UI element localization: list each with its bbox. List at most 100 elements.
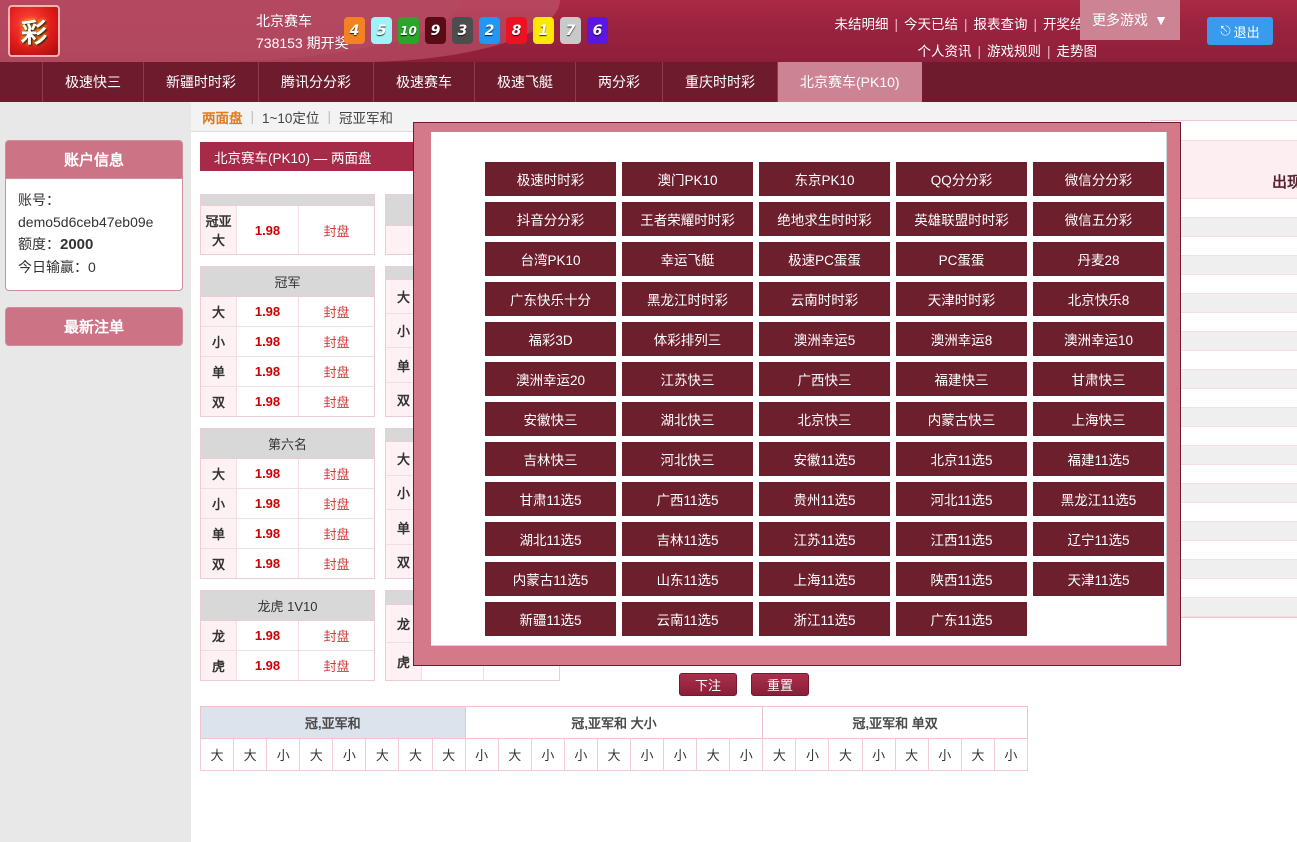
game-item-安徽11选5[interactable]: 安徽11选5 (759, 442, 890, 476)
game-item-英雄联盟时时彩[interactable]: 英雄联盟时时彩 (896, 202, 1027, 236)
more-games-modal[interactable]: 极速时时彩 澳门PK10 东京PK10 QQ分分彩 微信分分彩抖音分分彩 王者荣耀时时彩绝… (413, 122, 1181, 666)
game-item-云南11选5[interactable]: 云南11选5 (622, 602, 753, 636)
game-item-江苏11选5[interactable]: 江苏11选5 (759, 522, 890, 556)
game-item-东京PK10[interactable]: 东京PK10 (759, 162, 890, 196)
game-item-河北快三[interactable]: 河北快三 (622, 442, 753, 476)
game-item-吉林快三[interactable]: 吉林快三 (485, 442, 616, 476)
game-item-天津11选5[interactable]: 天津11选5 (1033, 562, 1164, 596)
nav-tab-北京赛车(PK10)[interactable]: 北京赛车(PK10) (778, 62, 922, 102)
game-item-北京快乐8[interactable]: 北京快乐8 (1033, 282, 1164, 316)
header-top-link-2[interactable]: 今天已结 (903, 17, 958, 32)
game-item-湖北11选5[interactable]: 湖北11选5 (485, 522, 616, 556)
game-item-福建快三[interactable]: 福建快三 (896, 362, 1027, 396)
more-games-button[interactable]: 更多游戏 ▼ (1080, 0, 1180, 40)
game-item-微信五分彩[interactable]: 微信五分彩 (1033, 202, 1164, 236)
game-item-PC蛋蛋[interactable]: PC蛋蛋 (896, 242, 1027, 276)
game-item-山东11选5[interactable]: 山东11选5 (622, 562, 753, 596)
reset-button[interactable]: 重置 (751, 673, 809, 696)
game-item-云南时时彩[interactable]: 云南时时彩 (759, 282, 890, 316)
header-links-row-1: 未结明细 | 今天已结 | 报表查询 | 开奖结果 (834, 11, 1097, 38)
bet-row[interactable]: 小 1.98 封盘 (201, 327, 374, 357)
game-item-黑龙江时时彩[interactable]: 黑龙江时时彩 (622, 282, 753, 316)
latest-orders-button[interactable]: 最新注单 (5, 307, 183, 346)
bet-row[interactable]: 双 1.98 封盘 (201, 387, 374, 416)
trend-table: 冠,亚军和 冠,亚军和 大小 冠,亚军和 单双 大大小大小大大大小大小小大小小大小大… (199, 706, 1029, 771)
game-item-陕西11选5[interactable]: 陕西11选5 (896, 562, 1027, 596)
game-item-上海快三[interactable]: 上海快三 (1033, 402, 1164, 436)
header-top-link-1[interactable]: 未结明细 (834, 17, 889, 32)
game-item-黑龙江11选5[interactable]: 黑龙江11选5 (1033, 482, 1164, 516)
subnav-item-冠亚军和[interactable]: 冠亚军和 (338, 110, 393, 126)
game-item-新疆11选5[interactable]: 新疆11选5 (485, 602, 616, 636)
bet-row[interactable]: 大 1.98 封盘 (201, 459, 374, 489)
header-top-link-3[interactable]: 报表查询 (973, 17, 1028, 32)
game-item-广东11选5[interactable]: 广东11选5 (896, 602, 1027, 636)
game-item-天津时时彩[interactable]: 天津时时彩 (896, 282, 1027, 316)
game-item-福建11选5[interactable]: 福建11选5 (1033, 442, 1164, 476)
game-item-辽宁11选5[interactable]: 辽宁11选5 (1033, 522, 1164, 556)
subnav-item-两面盘[interactable]: 两面盘 (202, 110, 243, 126)
nav-tab-新疆时时彩[interactable]: 新疆时时彩 (144, 62, 259, 102)
game-item-浙江11选5[interactable]: 浙江11选5 (759, 602, 890, 636)
logout-button[interactable]: ⎋ 退出 (1207, 17, 1273, 45)
game-item-福彩3D[interactable]: 福彩3D (485, 322, 616, 356)
nav-tab-极速赛车[interactable]: 极速赛车 (374, 62, 475, 102)
game-item-江西11选5[interactable]: 江西11选5 (896, 522, 1027, 556)
nav-tab-极速快三[interactable]: 极速快三 (42, 62, 144, 102)
header-bottom-link-1[interactable]: 个人资讯 (917, 44, 972, 59)
header-bottom-link-2[interactable]: 游戏规则 (986, 44, 1041, 59)
draw-ball-8: 1 (533, 17, 554, 44)
game-item-北京11选5[interactable]: 北京11选5 (896, 442, 1027, 476)
nav-tab-腾讯分分彩[interactable]: 腾讯分分彩 (259, 62, 374, 102)
game-item-上海11选5[interactable]: 上海11选5 (759, 562, 890, 596)
game-item-绝地求生时时彩[interactable]: 绝地求生时时彩 (759, 202, 890, 236)
game-item-抖音分分彩[interactable]: 抖音分分彩 (485, 202, 616, 236)
game-item-澳洲幸运20[interactable]: 澳洲幸运20 (485, 362, 616, 396)
bet-row[interactable]: 单 1.98 封盘 (201, 519, 374, 549)
bet-row[interactable]: 单 1.98 封盘 (201, 357, 374, 387)
game-item-内蒙古快三[interactable]: 内蒙古快三 (896, 402, 1027, 436)
game-item-丹麦28[interactable]: 丹麦28 (1033, 242, 1164, 276)
bet-row[interactable]: 大 1.98 封盘 (201, 297, 374, 327)
game-item-澳洲幸运5[interactable]: 澳洲幸运5 (759, 322, 890, 356)
game-item-内蒙古11选5[interactable]: 内蒙古11选5 (485, 562, 616, 596)
place-bet-button[interactable]: 下注 (679, 673, 737, 696)
game-item-河北11选5[interactable]: 河北11选5 (896, 482, 1027, 516)
game-item-广东快乐十分[interactable]: 广东快乐十分 (485, 282, 616, 316)
game-item-王者荣耀时时彩[interactable]: 王者荣耀时时彩 (622, 202, 753, 236)
game-item-澳洲幸运8[interactable]: 澳洲幸运8 (896, 322, 1027, 356)
nav-tab-两分彩[interactable]: 两分彩 (576, 62, 663, 102)
game-item-广西快三[interactable]: 广西快三 (759, 362, 890, 396)
bet-row[interactable]: 冠亚大 1.98 封盘 (201, 206, 374, 254)
subnav-item-1~10定位[interactable]: 1~10定位 (262, 110, 320, 126)
game-item-幸运飞艇[interactable]: 幸运飞艇 (622, 242, 753, 276)
game-item-湖北快三[interactable]: 湖北快三 (622, 402, 753, 436)
game-item-广西11选5[interactable]: 广西11选5 (622, 482, 753, 516)
nav-tab-极速飞艇[interactable]: 极速飞艇 (475, 62, 576, 102)
account-info-box: 账户信息 账号： demo5d6ceb47eb09e 额度：2000 今日输赢：… (5, 140, 183, 291)
game-item-极速PC蛋蛋[interactable]: 极速PC蛋蛋 (759, 242, 890, 276)
game-item-甘肃11选5[interactable]: 甘肃11选5 (485, 482, 616, 516)
game-item-甘肃快三[interactable]: 甘肃快三 (1033, 362, 1164, 396)
game-item-安徽快三[interactable]: 安徽快三 (485, 402, 616, 436)
game-item-吉林11选5[interactable]: 吉林11选5 (622, 522, 753, 556)
game-item-澳门PK10[interactable]: 澳门PK10 (622, 162, 753, 196)
game-item-极速时时彩[interactable]: 极速时时彩 (485, 162, 616, 196)
game-item-QQ分分彩[interactable]: QQ分分彩 (896, 162, 1027, 196)
bet-row[interactable]: 双 1.98 封盘 (201, 549, 374, 578)
game-item-澳洲幸运10[interactable]: 澳洲幸运10 (1033, 322, 1164, 356)
game-item-微信分分彩[interactable]: 微信分分彩 (1033, 162, 1164, 196)
header-bottom-link-3[interactable]: 走势图 (1056, 44, 1098, 59)
game-item-台湾PK10[interactable]: 台湾PK10 (485, 242, 616, 276)
game-item-贵州11选5[interactable]: 贵州11选5 (759, 482, 890, 516)
game-item-体彩排列三[interactable]: 体彩排列三 (622, 322, 753, 356)
game-item-江苏快三[interactable]: 江苏快三 (622, 362, 753, 396)
bet-row[interactable]: 小 1.98 封盘 (201, 489, 374, 519)
game-item-北京快三[interactable]: 北京快三 (759, 402, 890, 436)
bet-status: 封盘 (299, 357, 374, 387)
bet-row[interactable]: 虎 1.98 封盘 (201, 651, 374, 680)
bet-row[interactable]: 龙 1.98 封盘 (201, 621, 374, 651)
trend-cell: 大 (233, 738, 268, 771)
site-logo[interactable]: 彩 (8, 5, 60, 57)
nav-tab-重庆时时彩[interactable]: 重庆时时彩 (663, 62, 778, 102)
